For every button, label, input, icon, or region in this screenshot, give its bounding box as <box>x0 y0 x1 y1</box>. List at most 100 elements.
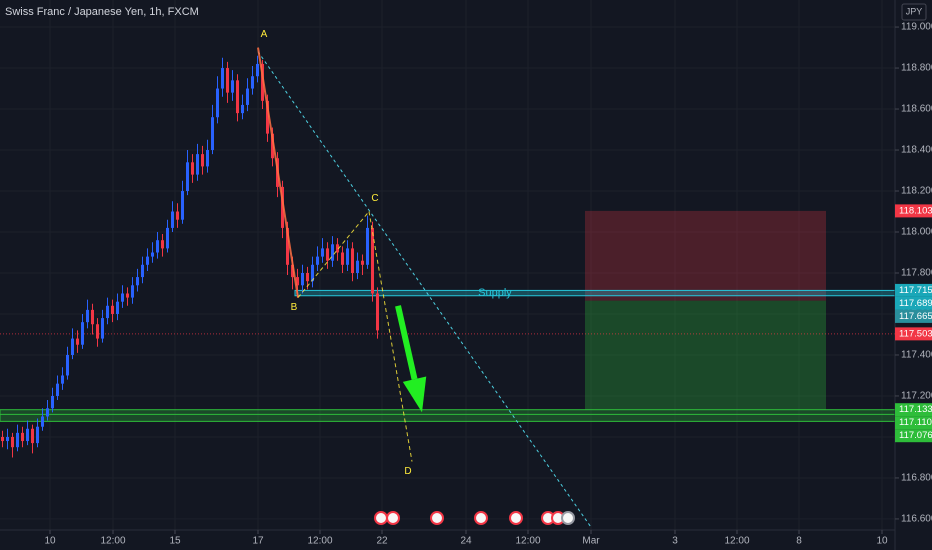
candle-body <box>31 428 34 444</box>
candle-body <box>216 88 219 118</box>
candle-body <box>196 154 199 175</box>
candle-body <box>271 133 274 159</box>
candle-body <box>101 318 104 339</box>
trendline <box>257 51 592 528</box>
candle-body <box>281 186 284 228</box>
candle-body <box>151 252 154 257</box>
candle-body <box>341 252 344 265</box>
price-label: 117.110 <box>899 417 932 428</box>
candle-body <box>146 256 149 265</box>
chart-title: Swiss Franc / Japanese Yen, 1h, FXCM <box>5 6 199 18</box>
candle-body <box>11 436 14 448</box>
candle-body <box>246 88 249 105</box>
price-label: 117.076 <box>899 430 932 441</box>
pattern-label: B <box>291 302 298 313</box>
candle-body <box>306 272 309 282</box>
candle-body <box>251 76 254 89</box>
price-label-box <box>895 283 932 297</box>
candle-body <box>106 305 109 319</box>
x-tick-label: 24 <box>460 536 472 547</box>
candle-body <box>321 248 324 257</box>
y-tick-label: 117.200 <box>901 391 932 402</box>
candle-body <box>166 227 169 249</box>
candle-body <box>56 383 59 396</box>
candle-body <box>241 104 244 114</box>
candle-body <box>21 432 24 442</box>
event-icon[interactable] <box>509 511 523 525</box>
price-label-box <box>895 416 932 430</box>
candle-body <box>121 293 124 302</box>
candle-body <box>296 277 299 286</box>
candle-body <box>226 68 229 93</box>
arrow-head <box>402 376 427 413</box>
candle-body <box>266 100 269 134</box>
y-tick-label: 118.000 <box>901 227 932 238</box>
event-icon[interactable] <box>374 511 388 525</box>
candle-body <box>66 354 69 376</box>
candle-body <box>221 68 224 89</box>
x-tick-label: 12:00 <box>100 536 125 547</box>
candle-body <box>301 272 304 286</box>
candle-body <box>171 211 174 228</box>
price-label: 117.689 <box>899 298 932 309</box>
candle-body <box>131 285 134 298</box>
price-label: 117.503 <box>899 328 932 339</box>
x-tick-label: 22 <box>376 536 388 547</box>
price-label: 117.133 <box>899 404 932 415</box>
x-tick-label: 12:00 <box>515 536 540 547</box>
price-label-box <box>895 309 932 323</box>
candle-body <box>176 211 179 220</box>
x-tick-label: 12:00 <box>307 536 332 547</box>
x-tick-label: 15 <box>169 536 181 547</box>
candle-body <box>76 338 79 345</box>
candle-body <box>16 432 19 448</box>
candle-body <box>186 162 189 192</box>
pattern-leg <box>297 211 370 298</box>
candle-body <box>311 264 314 282</box>
event-icon[interactable] <box>386 511 400 525</box>
x-tick-label: Mar <box>582 536 600 547</box>
x-tick-label: 10 <box>44 536 56 547</box>
candle-body <box>376 293 379 331</box>
y-tick-label: 118.600 <box>901 104 932 115</box>
candle-body <box>36 426 39 444</box>
candle-body <box>61 375 64 384</box>
y-tick-label: 116.600 <box>901 514 932 525</box>
pattern-label: D <box>404 466 411 477</box>
candle-body <box>161 240 164 249</box>
x-tick-label: 17 <box>252 536 264 547</box>
event-icon[interactable] <box>430 511 444 525</box>
zone <box>294 289 896 297</box>
candle-body <box>126 293 129 298</box>
candle-body <box>191 162 194 175</box>
y-tick-label: 118.200 <box>901 186 932 197</box>
price-label: 117.665 <box>899 311 932 322</box>
price-label: 117.715 <box>899 285 932 296</box>
candle-body <box>201 154 204 167</box>
candle-body <box>141 264 144 278</box>
candle-body <box>286 227 289 265</box>
candle-body <box>316 256 319 265</box>
candle-body <box>356 260 359 273</box>
currency-box[interactable] <box>901 3 927 21</box>
event-icon[interactable] <box>561 511 575 525</box>
candle-body <box>236 80 239 114</box>
candle-body <box>351 248 354 273</box>
y-tick-label: 118.800 <box>901 63 932 74</box>
x-tick-label: 3 <box>672 536 678 547</box>
candle-body <box>6 436 9 442</box>
x-tick-label: 10 <box>876 536 888 547</box>
candle-body <box>256 63 259 77</box>
candle-body <box>91 309 94 325</box>
price-label-box <box>895 296 932 310</box>
currency: JPY <box>906 6 923 16</box>
target-zone <box>585 300 826 410</box>
y-tick-label: 117.400 <box>901 350 932 361</box>
price-label-box <box>895 327 932 341</box>
candle-body <box>136 277 139 286</box>
candle-body <box>71 338 74 355</box>
candle-body <box>111 305 114 314</box>
event-icon[interactable] <box>474 511 488 525</box>
pattern-leg <box>368 211 413 462</box>
pattern-label: C <box>371 193 378 204</box>
